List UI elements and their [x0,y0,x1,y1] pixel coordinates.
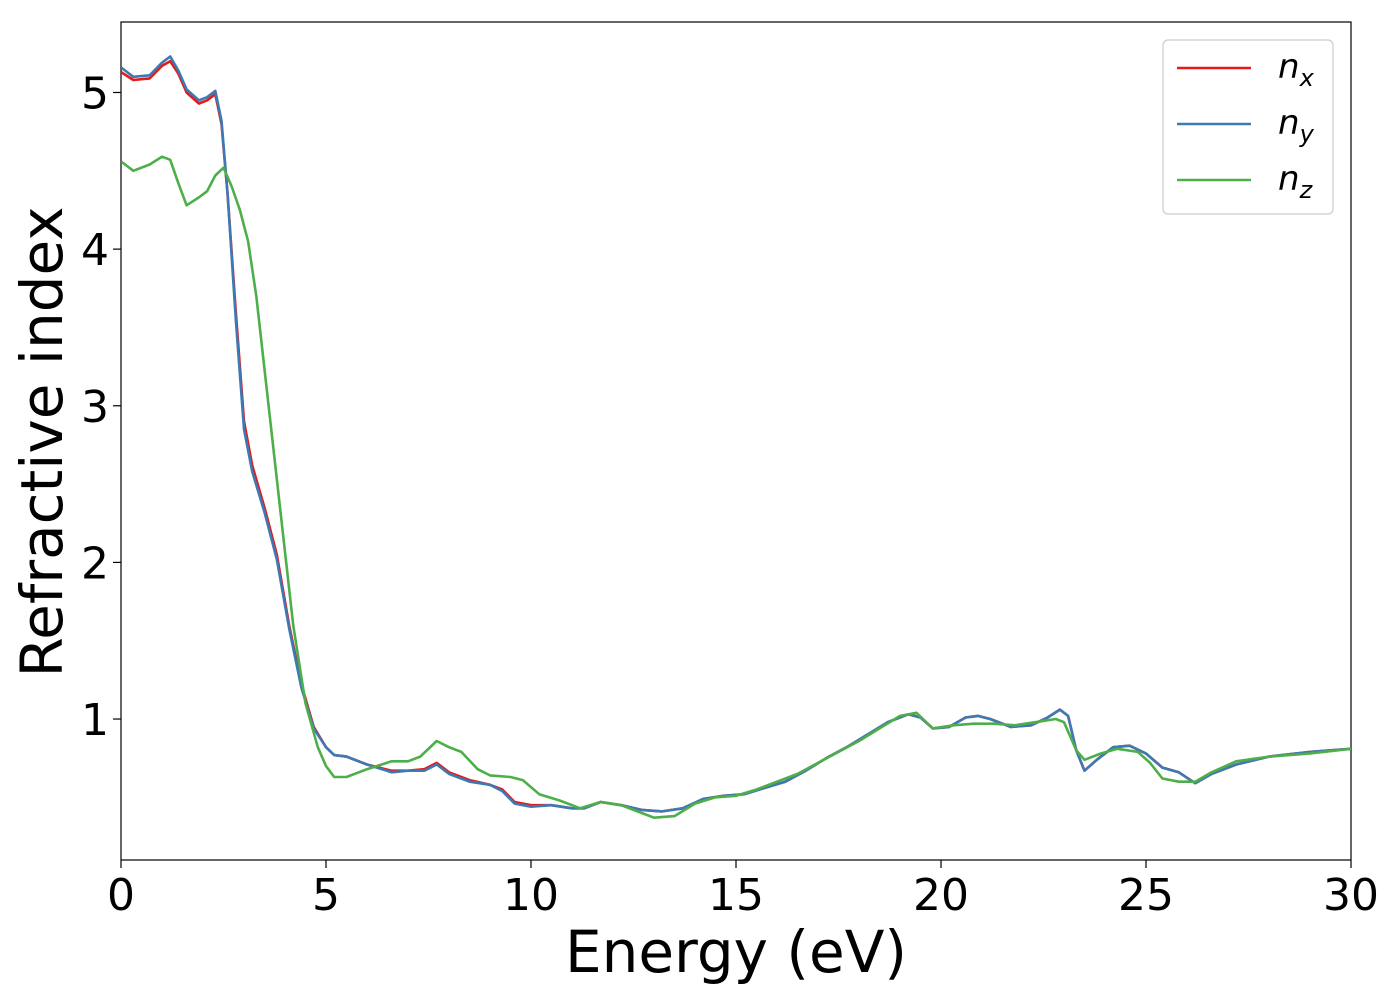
y-tick-label: 3 [81,382,109,433]
y-tick-label: 4 [81,225,109,276]
x-tick-label: 15 [708,870,764,921]
y-axis-ticks: 1 2 3 4 5 [81,68,121,746]
legend-box [1162,39,1334,215]
y-tick-label: 2 [81,538,109,589]
x-axis-label: Energy (eV) [565,918,907,986]
legend-label-y: ny [1278,103,1315,148]
series-layer [121,55,1351,819]
x-tick-label: 20 [913,870,969,921]
x-tick-label: 10 [503,870,559,921]
y-tick-label: 5 [81,68,109,119]
x-tick-label: 5 [312,870,340,921]
x-axis-ticks: 0 5 10 15 20 25 30 [107,860,1379,921]
x-tick-label: 25 [1118,870,1174,921]
x-tick-label: 30 [1323,870,1379,921]
y-tick-label: 1 [81,695,109,746]
legend: nx ny nz [1162,39,1334,215]
series-line-z [121,155,1351,819]
legend-label-x: nx [1278,47,1315,92]
legend-label-z: nz [1278,159,1314,204]
x-tick-label: 0 [107,870,135,921]
y-axis-label: Refractive index [8,206,76,677]
